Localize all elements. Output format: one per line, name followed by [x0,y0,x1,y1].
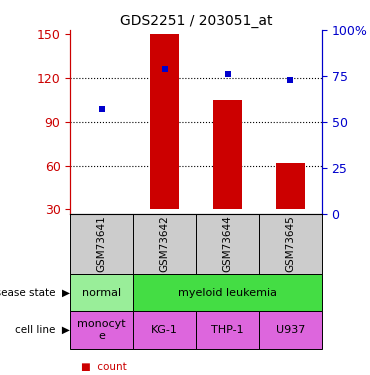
Text: GSM73645: GSM73645 [285,215,296,272]
Text: GSM73642: GSM73642 [159,215,170,272]
Bar [151,34,179,209]
Text: THP-1: THP-1 [211,325,244,335]
Bar [133,214,196,274]
Bar [213,100,242,209]
Bar [259,214,322,274]
Text: monocyt
e: monocyt e [77,319,126,341]
Text: KG-1: KG-1 [151,325,178,335]
Bar [259,311,322,349]
Text: myeloid leukemia: myeloid leukemia [178,288,277,297]
Title: GDS2251 / 203051_at: GDS2251 / 203051_at [120,13,272,28]
Text: GSM73641: GSM73641 [97,215,107,272]
Bar [133,311,196,349]
Text: ■  count: ■ count [81,362,127,372]
Bar [133,274,322,311]
Bar [70,214,133,274]
Text: normal: normal [82,288,121,297]
Text: GSM73644: GSM73644 [222,215,233,272]
Bar [196,214,259,274]
Bar [70,274,133,311]
Bar [70,311,133,349]
Text: cell line  ▶: cell line ▶ [16,325,70,335]
Text: disease state  ▶: disease state ▶ [0,288,70,297]
Text: U937: U937 [276,325,305,335]
Bar [196,311,259,349]
Bar [276,163,305,209]
